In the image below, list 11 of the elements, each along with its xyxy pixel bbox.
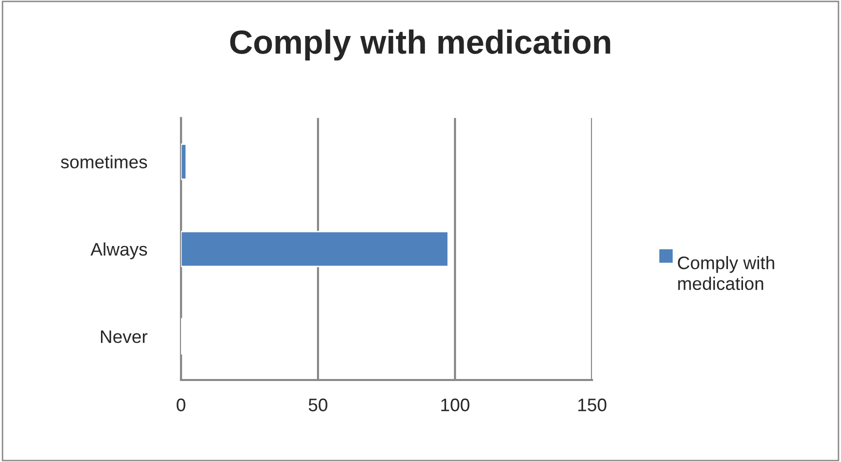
y-tick-label: Always — [90, 242, 148, 260]
y-tick-label: Never — [100, 330, 148, 344]
legend-label: Comply with medication — [678, 256, 774, 290]
x-tick-label: 100 — [441, 398, 470, 412]
bar — [181, 144, 187, 180]
chart-title: Comply with medication — [230, 29, 610, 61]
x-tick-label: 50 — [308, 398, 328, 412]
x-tick-label: 0 — [176, 398, 186, 412]
y-tick-label: sometimes — [60, 155, 148, 168]
bar — [181, 230, 449, 268]
x-tick-label: 150 — [578, 398, 606, 412]
